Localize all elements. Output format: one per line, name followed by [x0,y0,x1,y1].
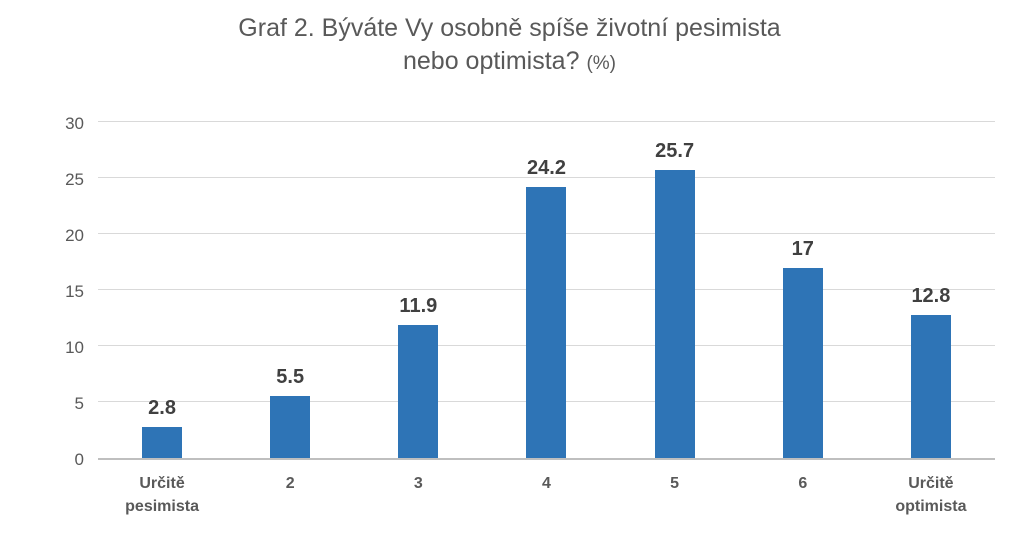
x-category-label: 4 [542,475,551,492]
x-category: 5 [611,472,739,518]
bar [654,170,695,458]
y-tick-label: 25 [65,170,84,189]
bar-value-label: 17 [791,237,814,260]
y-tick-label: 20 [65,226,84,245]
y-tick-label: 10 [65,338,84,357]
x-category-label: 2 [285,475,295,492]
y-tick-label: 0 [74,450,84,469]
x-category-label: 5 [670,475,680,492]
bar [910,314,951,458]
bar-value-label: 11.9 [399,294,438,317]
y-tick-label: 5 [74,394,84,413]
bar-value-label: 2.8 [148,396,176,419]
y-tick-label: 30 [65,114,84,133]
gridline [98,121,995,122]
gridline [98,177,995,178]
x-category-label: Určitě optimista [895,475,967,516]
bar-column: 25.7 [611,124,739,458]
bar-value-label: 25.7 [655,140,695,163]
bar-column: 5.5 [226,124,354,458]
bar [270,396,311,458]
x-category: 3 [354,472,482,518]
x-category: 4 [482,472,610,518]
bar-column: 17 [739,124,867,458]
plot-area: 2.8 5.5 11.9 24.2 25.7 17 12.8 [98,121,995,460]
chart-title-line1: Graf 2. Býváte Vy osobně spíše životní p… [238,14,781,42]
bar-series: 2.8 5.5 11.9 24.2 25.7 17 12.8 [98,124,995,458]
bar [398,324,439,458]
bar-value-label: 12.8 [911,284,951,307]
y-axis: 0 5 10 15 20 25 30 [0,115,84,469]
x-category-label: 6 [798,475,808,492]
x-category-label: 3 [413,475,423,492]
y-tick-label: 15 [65,282,84,301]
bar [782,267,823,458]
chart-title: Graf 2. Býváte Vy osobně spíše životní p… [0,12,1019,77]
bar [142,426,183,458]
bar-value-label: 24.2 [527,156,566,179]
bar [526,186,567,458]
bar-column: 12.8 [867,124,995,458]
x-category: Určitě optimista [867,472,995,518]
bar-column: 2.8 [98,124,226,458]
chart-title-line2: nebo optimista? (%) [402,46,617,75]
chart-title-percent-suffix: (%) [586,52,617,74]
x-category: Určitě pesimista [98,472,226,518]
bar-column: 24.2 [482,124,610,458]
bar-value-label: 5.5 [276,366,305,389]
x-category: 2 [226,472,354,518]
x-category-label: Určitě pesimista [125,475,199,516]
x-axis: Určitě pesimista 2 3 4 5 6 Určitě optimista [98,472,995,518]
bar-column: 11.9 [354,124,482,458]
x-category: 6 [739,472,867,518]
